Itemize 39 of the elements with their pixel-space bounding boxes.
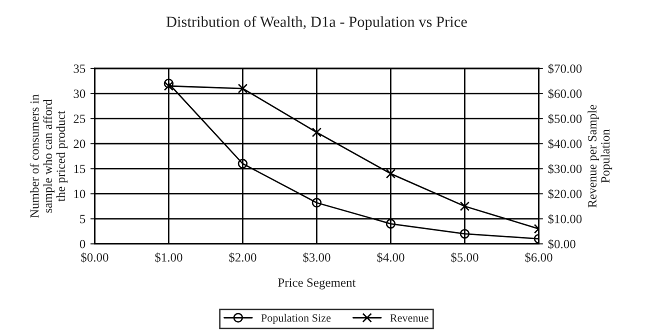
point — [164, 81, 174, 91]
x-tick-label: $3.00 — [303, 252, 330, 262]
point — [460, 228, 470, 239]
y2-axis-title: Revenue per Sample Population — [588, 104, 612, 208]
point — [238, 84, 248, 94]
legend-label: Revenue — [390, 314, 428, 322]
x-tick-label: $6.00 — [525, 252, 552, 262]
y2-tick-label: $30.00 — [548, 164, 582, 174]
y-tick-label: 0 — [80, 240, 86, 248]
y-tick-label: 20 — [74, 140, 86, 148]
point — [460, 201, 470, 212]
y2-tick-label: $40.00 — [548, 138, 582, 149]
x-tick-label: $4.00 — [377, 252, 404, 262]
y-tick-label: 35 — [74, 64, 86, 73]
y-tick-label: 15 — [74, 164, 86, 174]
y2-tick-label: $50.00 — [548, 114, 582, 124]
point — [164, 78, 174, 88]
y2-tick-label: $70.00 — [548, 64, 582, 74]
y-tick-label: 30 — [74, 90, 86, 98]
x-tick-label: $0.00 — [81, 252, 108, 262]
point — [312, 127, 322, 138]
y2-tick-label: $20.00 — [548, 189, 582, 200]
y-tick-label: 25 — [74, 114, 86, 124]
legend-label: Population Size — [261, 314, 331, 324]
point — [386, 218, 396, 229]
x-axis-title: Price Segement — [278, 278, 356, 290]
y-tick-label: 10 — [74, 190, 86, 198]
x-tick-label: $1.00 — [155, 252, 182, 262]
y2-tick-label: $0.00 — [548, 239, 576, 250]
point — [386, 168, 396, 179]
y2-tick-label: $10.00 — [548, 214, 582, 224]
x-tick-label: $2.00 — [229, 252, 256, 262]
chart-title: Distribution of Wealth, D1a - Population vs Price — [166, 16, 467, 30]
point — [238, 158, 248, 169]
y2-tick-label: $60.00 — [548, 88, 582, 99]
x-tick-label: $5.00 — [451, 252, 478, 262]
point — [312, 198, 322, 208]
y-tick-label: 5 — [80, 214, 86, 224]
y-axis-title: Number of consumers in sample who can afford the priced product — [30, 94, 68, 218]
